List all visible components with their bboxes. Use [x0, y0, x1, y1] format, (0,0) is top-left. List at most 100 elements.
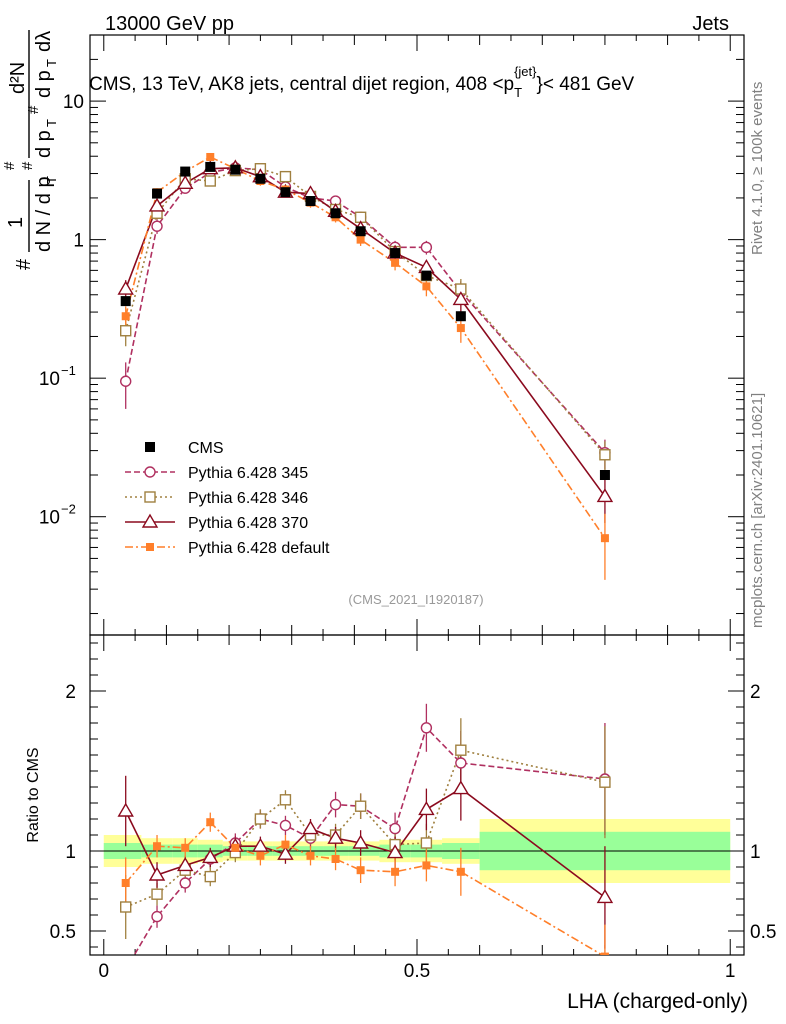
main-point-p345-1	[151, 220, 163, 232]
main-point-p346-3	[204, 175, 216, 187]
legend-label-p346: Pythia 6.428 346	[188, 490, 308, 507]
ratio-point-pdef-2	[181, 843, 190, 852]
main-point-cms-9	[355, 226, 366, 237]
main-line-p345	[124, 166, 606, 454]
main-point-p345-0	[120, 375, 132, 387]
ratio-point-pdef-11	[422, 861, 431, 870]
ratio-y-tick-label-left-0: 0.5	[50, 922, 76, 943]
main-y-axis-label: # 1 d N / d p T # # d²N d p T # d p T dλ	[1, 30, 59, 270]
legend-marker-cms	[145, 442, 155, 452]
main-y-tick-label-3: 10	[63, 92, 84, 113]
ratio-point-p345-8	[329, 798, 342, 811]
ratio-point-p346-9	[354, 800, 367, 812]
legend-label-cms: CMS	[188, 440, 224, 457]
main-point-p370-2	[176, 174, 194, 190]
plot-title: CMS, 13 TeV, AK8 jets, central dijet reg…	[89, 64, 635, 100]
ratio-point-pdef-9	[356, 866, 365, 875]
main-point-cms-7	[305, 196, 316, 207]
legend: CMS Pythia 6.428 345 Pythia 6.428 346 Pythi…	[125, 440, 330, 557]
ratio-y-tick-label-left-1: 1	[65, 842, 76, 863]
ratio-point-pdef-3	[206, 818, 215, 827]
ratio-point-p370-5	[252, 837, 269, 852]
ratio-point-pdef-5	[256, 851, 265, 860]
ratio-y-tick-label-left-2: 2	[65, 682, 76, 703]
legend-marker-pdef	[146, 543, 154, 551]
main-point-cms-4	[230, 164, 241, 175]
main-point-pdef-9	[356, 235, 365, 244]
main-y-tick-label-2: 1	[73, 231, 84, 252]
main-point-cms-1	[152, 188, 163, 199]
main-point-p370-13	[596, 488, 614, 503]
ratio-point-p345-0	[121, 964, 131, 974]
main-point-cms-11	[421, 270, 432, 281]
ratio-point-p370-6	[277, 845, 294, 860]
main-y-tick-label-exp-0: −1	[61, 363, 76, 378]
main-point-cms-6	[280, 187, 291, 198]
ratio-point-p346-12	[455, 744, 467, 756]
main-data-layer	[117, 152, 614, 580]
main-point-pdef-0	[121, 312, 130, 321]
ratio-point-p346-6	[279, 794, 292, 806]
ratio-point-p345-1	[151, 910, 163, 923]
ratio-point-p370-12	[452, 780, 470, 795]
ratio-line-p370	[124, 787, 606, 899]
ratio-point-p370-0	[117, 802, 134, 817]
ratio-point-p346-11	[420, 837, 433, 849]
ratio-point-p345-11	[420, 722, 433, 734]
ratio-point-p370-13	[596, 889, 614, 904]
ratio-point-p370-9	[352, 834, 369, 849]
ylabel-hash-4: #	[25, 105, 42, 114]
main-point-p370-1	[148, 197, 166, 212]
x-axis-label: LHA (charged-only)	[567, 990, 748, 1013]
main-point-cms-0	[120, 296, 131, 307]
main-point-cms-3	[205, 161, 216, 172]
ratio-point-pdef-1	[153, 842, 162, 851]
ratio-data-layer	[117, 703, 614, 974]
main-point-cms-5	[255, 173, 266, 184]
ratio-line-pdef	[125, 821, 604, 955]
ratio-plot-frame	[89, 634, 745, 956]
plot-title-main: CMS, 13 TeV, AK8 jets, central dijet reg…	[89, 74, 514, 95]
plot-title-end: }< 481 GeV	[537, 74, 635, 95]
main-point-p370-12	[452, 291, 470, 306]
ratio-y-tick-label-right-1: 1	[750, 842, 761, 863]
ylabel-dl: dλ	[33, 31, 55, 52]
legend-label-p370: Pythia 6.428 370	[188, 515, 308, 532]
ylabel-hash-2: #	[1, 161, 18, 170]
legend-marker-p346	[144, 491, 156, 503]
main-point-pdef-12	[456, 324, 465, 333]
ylabel-hash-3: #	[19, 161, 36, 170]
ratio-point-p370-7	[302, 820, 319, 835]
ratio-point-p346-5	[254, 813, 267, 825]
ratio-point-p370-3	[202, 849, 219, 864]
ratio-point-p346-0	[120, 901, 132, 913]
ratio-point-p345-6	[279, 819, 292, 832]
ratio-point-p346-1	[151, 888, 163, 900]
main-point-p346-6	[279, 170, 292, 183]
main-point-p346-0	[120, 325, 132, 337]
ratio-point-pdef-10	[391, 867, 400, 876]
ratio-y-tick-label-right-0: 0.5	[750, 922, 776, 943]
header-right-label: Jets	[692, 13, 729, 35]
analysis-id-label: (CMS_2021_I1920187)	[348, 592, 483, 607]
main-point-pdef-11	[422, 282, 431, 291]
ratio-point-pdef-7	[306, 851, 315, 860]
legend-label-pdef: Pythia 6.428 default	[188, 540, 330, 557]
ratio-point-pdef-8	[331, 855, 340, 863]
main-point-cms-2	[180, 166, 191, 177]
ratio-point-p346-13	[599, 776, 611, 788]
ratio-point-p370-10	[386, 844, 404, 859]
x-tick-label-1: 0.5	[404, 961, 430, 982]
main-point-pdef-13	[600, 534, 609, 543]
legend-label-p345: Pythia 6.428 345	[188, 465, 308, 482]
main-point-p345-11	[420, 241, 433, 254]
ratio-point-p370-2	[176, 857, 194, 872]
ylabel-d2n: d²N	[7, 62, 29, 94]
main-point-cms-13	[599, 470, 610, 481]
main-point-p370-0	[117, 280, 134, 295]
main-point-pdef-3	[206, 152, 215, 161]
ratio-line-p345	[133, 726, 606, 955]
main-point-cms-8	[330, 208, 341, 219]
